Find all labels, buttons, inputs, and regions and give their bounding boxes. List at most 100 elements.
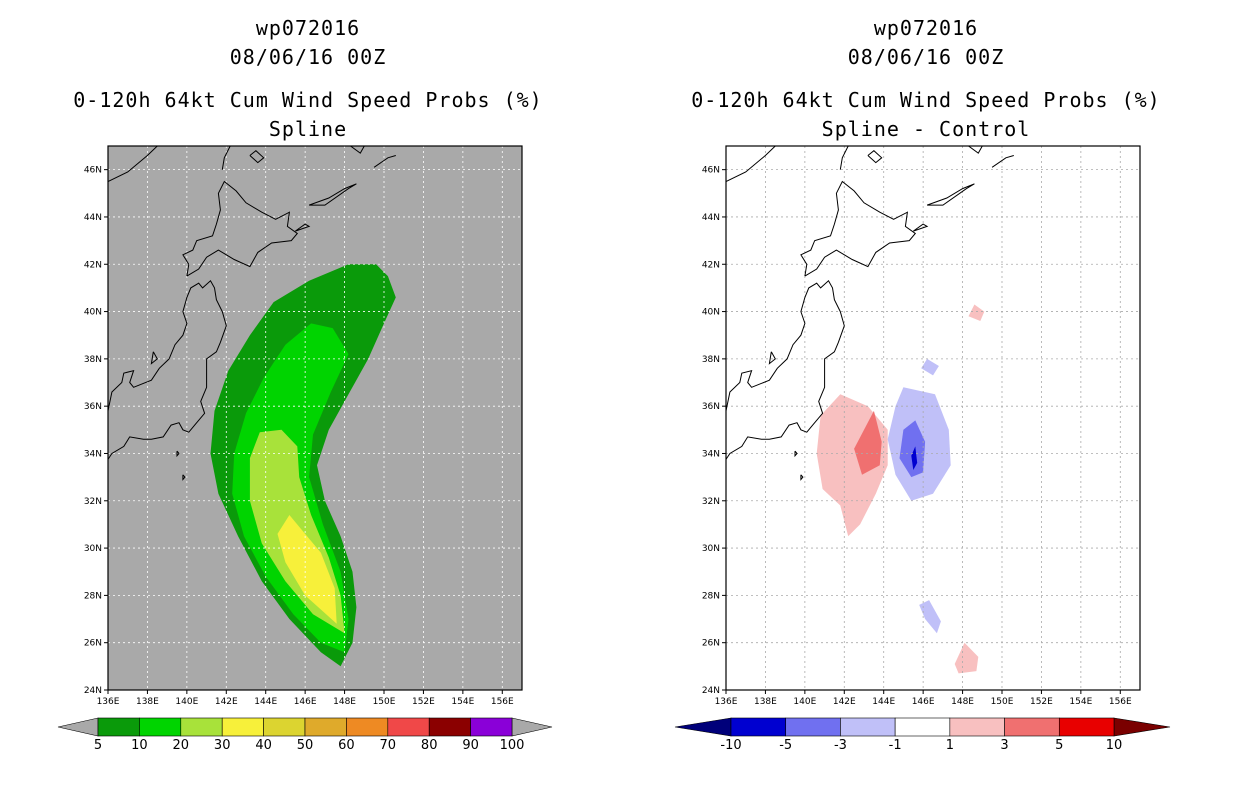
x-tick-label: 154E: [1069, 697, 1092, 707]
colorbar-swatch: [428, 717, 471, 737]
colorbar-swatch: [949, 717, 1005, 737]
coastline: [150, 351, 158, 365]
y-tick-label: 32N: [702, 497, 720, 507]
colorbar-label: 50: [297, 738, 314, 753]
x-tick-label: 156E: [491, 697, 514, 707]
y-tick-label: 34N: [702, 449, 720, 459]
coastline: [108, 146, 158, 182]
colorbar-swatch: [470, 717, 513, 737]
coastline: [913, 223, 929, 232]
coastline: [800, 180, 917, 277]
colorbar-swatch: [346, 717, 389, 737]
y-tick-label: 28N: [84, 591, 102, 601]
colorbar-label: -5: [779, 738, 792, 753]
coastline: [249, 150, 265, 164]
x-tick-label: 150E: [373, 697, 396, 707]
colorbar-swatch: [894, 717, 951, 737]
map-data-layer: [108, 146, 522, 690]
left-datetime: 08/06/16 00Z: [229, 45, 387, 69]
coastline: [839, 146, 849, 170]
colorbar-swatch: [304, 717, 347, 737]
y-tick-label: 40N: [702, 308, 720, 318]
y-tick-label: 26N: [702, 639, 720, 649]
y-tick-label: 28N: [702, 591, 720, 601]
left-subtitle: Spline: [268, 117, 348, 141]
contour-level-neg1: [919, 600, 941, 634]
y-tick-label: 32N: [84, 497, 102, 507]
colorbar-label: 3: [1000, 738, 1008, 753]
y-tick-label: 34N: [84, 449, 102, 459]
y-tick-label: 44N: [702, 213, 720, 223]
colorbar-label: 5: [94, 738, 102, 753]
left-storm-id: wp072016: [255, 16, 361, 40]
coastline: [926, 183, 975, 206]
coastline: [108, 280, 227, 461]
x-tick-label: 138E: [136, 697, 159, 707]
y-tick-label: 30N: [84, 544, 102, 554]
x-tick-label: 146E: [294, 697, 317, 707]
x-tick-label: 148E: [333, 697, 356, 707]
colorbar-label: -10: [720, 738, 741, 753]
colorbar-label: 80: [421, 738, 438, 753]
x-tick-label: 150E: [991, 697, 1014, 707]
colorbar-label: 5: [1055, 738, 1063, 753]
x-tick-label: 138E: [754, 697, 777, 707]
x-tick-label: 146E: [912, 697, 935, 707]
map-frame: [107, 145, 523, 691]
left-colorbar: 5 10 20 30 40 50 60 70 80 90 100: [57, 717, 553, 753]
coastline: [867, 150, 883, 164]
x-tick-label: 142E: [833, 697, 856, 707]
x-tick-label: 154E: [451, 697, 474, 707]
coastline: [726, 146, 776, 182]
left-main-title: 0-120h 64kt Cum Wind Speed Probs (%): [73, 88, 543, 112]
coastline: [308, 183, 357, 206]
x-tick-label: 152E: [1030, 697, 1053, 707]
left-chart-title: wp072016 08/06/16 00Z 0-120h 64kt Cum Wi…: [28, 14, 588, 144]
colorbar-swatch: [730, 717, 787, 737]
colorbar-swatch: [263, 717, 306, 737]
colorbar-label: 60: [338, 738, 355, 753]
coastline: [221, 146, 231, 170]
coastline: [295, 223, 311, 232]
y-tick-label: 42N: [702, 260, 720, 270]
x-tick-label: 140E: [175, 697, 198, 707]
y-tick-label: 46N: [702, 166, 720, 176]
contour-level-neg3: [899, 420, 926, 478]
left-map-panel: 136E 138E 140E 142E 144E 146E 148E 150E 152E 154E…: [84, 145, 523, 707]
colorbar-swatch: [785, 717, 841, 737]
right-colorbar: -10 -5 -3 -1 1 3 5 10: [674, 717, 1171, 753]
colorbar-swatch: [1004, 717, 1060, 737]
colorbar-label: -1: [889, 738, 902, 753]
y-tick-label: 46N: [84, 166, 102, 176]
contour-level-1: [968, 304, 985, 321]
colorbar-label: 90: [462, 738, 479, 753]
colorbar-label: 30: [214, 738, 231, 753]
y-tick-label: 36N: [84, 402, 102, 412]
right-datetime: 08/06/16 00Z: [847, 45, 1005, 69]
colorbar-label: 10: [131, 738, 148, 753]
colorbar-swatch: [97, 717, 140, 737]
colorbar-label: -3: [834, 738, 847, 753]
coastline: [182, 474, 186, 481]
coastline: [176, 450, 180, 458]
map-data-layer: [726, 146, 1140, 690]
contour-level-neg1: [921, 358, 939, 376]
colorbar-label: 40: [255, 738, 272, 753]
colorbar-swatch: [1058, 717, 1115, 737]
y-tick-label: 38N: [84, 355, 102, 365]
y-tick-label: 42N: [84, 260, 102, 270]
right-map-panel: 136E 138E 140E 142E 144E 146E 148E 150E 152E 154E…: [702, 145, 1141, 707]
y-tick-label: 40N: [84, 308, 102, 318]
x-tick-label: 148E: [951, 697, 974, 707]
coastline: [350, 146, 365, 154]
right-subtitle: Spline - Control: [821, 117, 1031, 141]
y-tick-label: 24N: [84, 686, 102, 696]
y-tick-label: 36N: [702, 402, 720, 412]
contour-level-neg5: [911, 446, 918, 470]
colorbar-label: 100: [500, 738, 525, 753]
x-tick-label: 142E: [215, 697, 238, 707]
colorbar-swatch: [221, 717, 264, 737]
y-tick-label: 26N: [84, 639, 102, 649]
colorbar-extend-high: [511, 717, 553, 737]
